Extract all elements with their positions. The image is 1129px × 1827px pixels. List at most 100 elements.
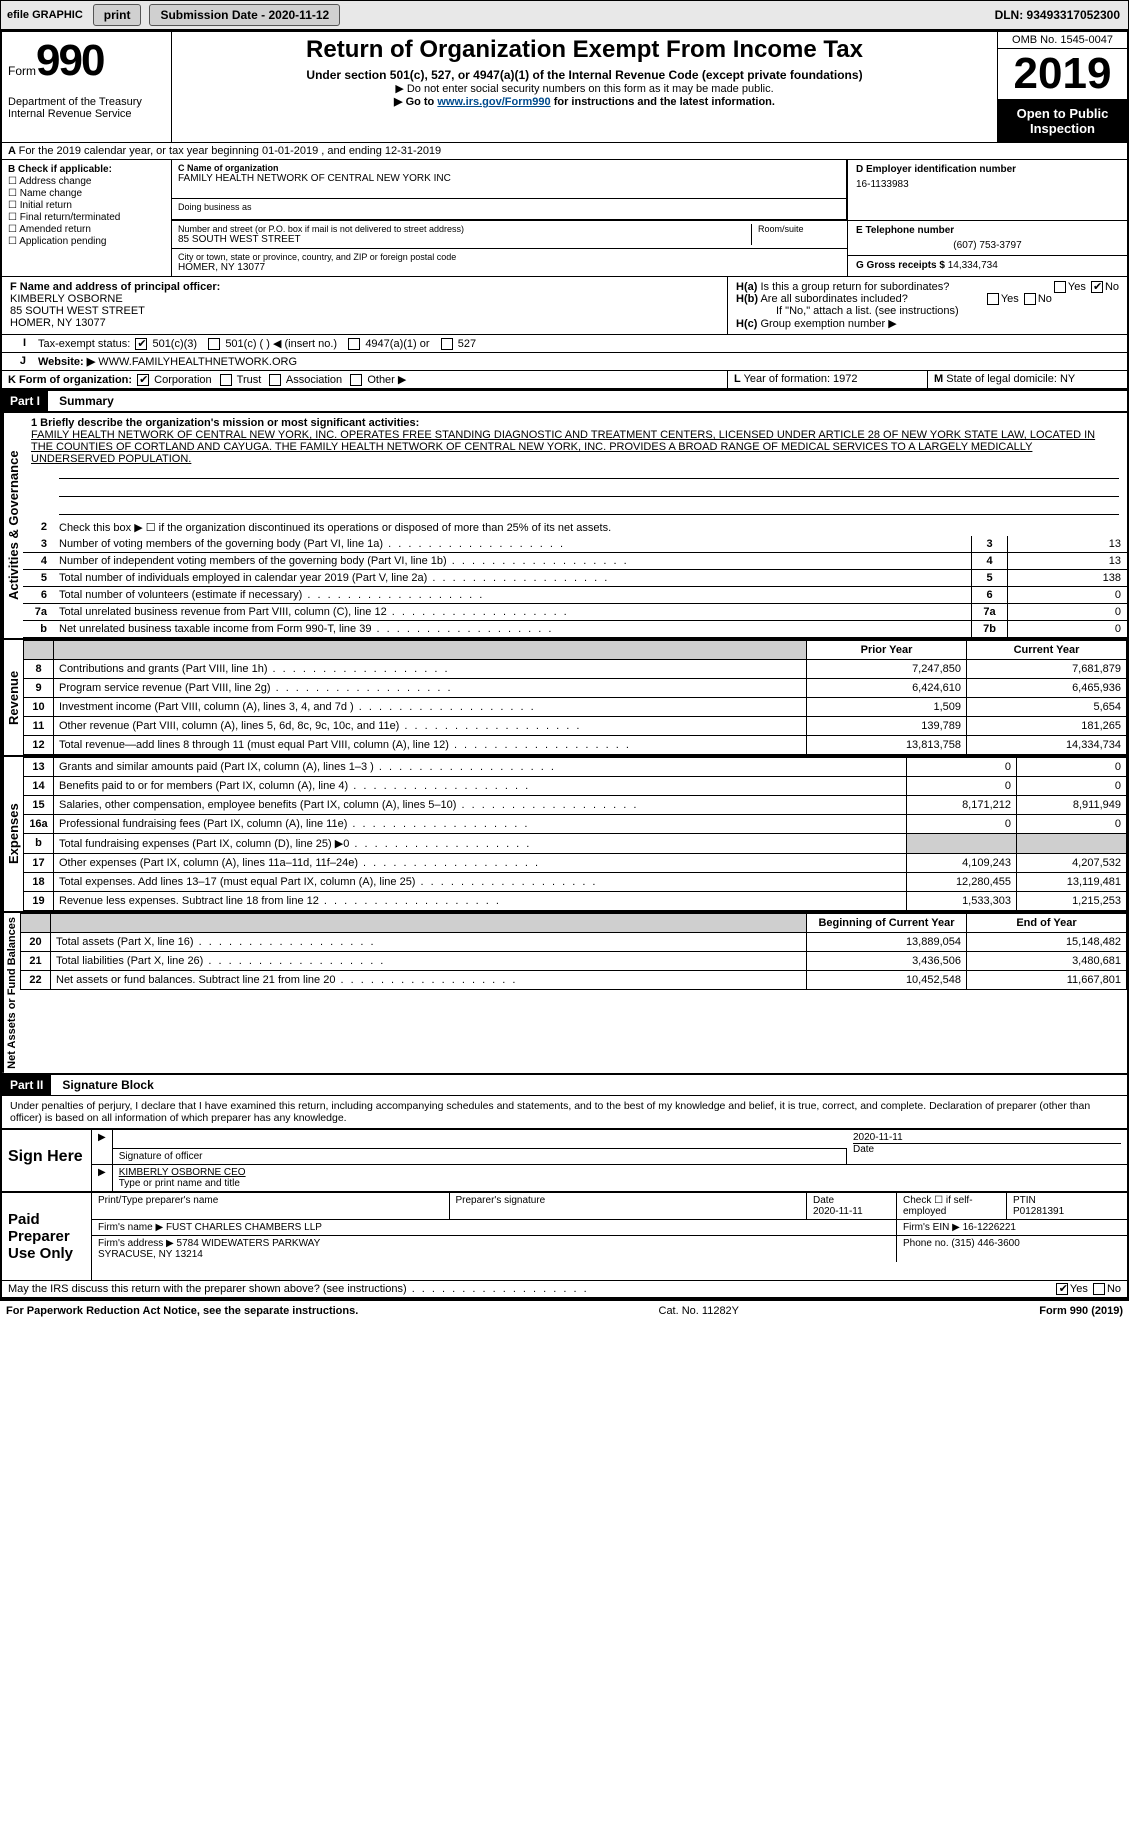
ptin-hdr: PTIN: [1013, 1195, 1121, 1206]
preparer-section: Paid Preparer Use Only Print/Type prepar…: [2, 1191, 1127, 1280]
opt-4947: 4947(a)(1) or: [365, 338, 429, 350]
firm-phone-lbl: Phone no.: [903, 1238, 949, 1249]
hb-yes[interactable]: [987, 293, 999, 305]
footer-left: For Paperwork Reduction Act Notice, see …: [6, 1305, 358, 1317]
ha-no[interactable]: [1091, 281, 1103, 293]
row-a: A For the 2019 calendar year, or tax yea…: [2, 143, 1127, 160]
ha-yes[interactable]: [1054, 281, 1066, 293]
vlabel-rev: Revenue: [2, 640, 23, 755]
revenue-table: Prior Year Current Year 8Contributions a…: [23, 640, 1127, 755]
header-right: OMB No. 1545-0047 2019 Open to Public In…: [997, 32, 1127, 142]
box-f: F Name and address of principal officer:…: [2, 277, 727, 334]
chk-assoc[interactable]: [269, 374, 281, 386]
part2-bar: Part II: [2, 1075, 51, 1095]
chk-address[interactable]: Address change: [8, 176, 165, 187]
footer-mid: Cat. No. 11282Y: [659, 1305, 740, 1317]
sign-here-label: Sign Here: [2, 1130, 92, 1191]
subtitle-2: Do not enter social security numbers on …: [178, 82, 991, 95]
street-addr: 85 SOUTH WEST STREET: [178, 234, 751, 245]
row-klm: K Form of organization: Corporation Trus…: [2, 371, 1127, 390]
vlabel-gov: Activities & Governance: [2, 413, 23, 638]
discuss-yes[interactable]: [1056, 1283, 1068, 1295]
efile-label: efile GRAPHIC: [1, 5, 89, 25]
chk-name[interactable]: Name change: [8, 188, 165, 199]
gov-row: 4Number of independent voting members of…: [23, 553, 1127, 570]
chk-trust[interactable]: [220, 374, 232, 386]
blank-line-2: [59, 483, 1119, 497]
section-net-assets: Net Assets or Fund Balances Beginning of…: [2, 911, 1127, 1073]
blank-line-3: [59, 501, 1119, 515]
opt-assoc: Association: [286, 374, 342, 386]
part1-title: Summary: [51, 391, 122, 411]
dept-label: Department of the Treasury Internal Reve…: [8, 96, 165, 120]
section-revenue: Revenue Prior Year Current Year 8Contrib…: [2, 638, 1127, 755]
mission-lbl: 1 Briefly describe the organization's mi…: [31, 417, 1119, 429]
date-lbl: Date: [853, 1143, 1121, 1155]
chk-other[interactable]: [350, 374, 362, 386]
chk-corp[interactable]: [137, 374, 149, 386]
chk-pending[interactable]: Application pending: [8, 236, 165, 247]
chk-final[interactable]: Final return/terminated: [8, 212, 165, 223]
part-ii-header: Part II Signature Block: [2, 1073, 1127, 1095]
table-row: 17Other expenses (Part IX, column (A), l…: [24, 854, 1127, 873]
row-a-text: For the 2019 calendar year, or tax year …: [19, 145, 442, 157]
print-button[interactable]: print: [93, 4, 142, 26]
j-lbl: Website: ▶: [38, 356, 95, 368]
table-row: 14Benefits paid to or for members (Part …: [24, 777, 1127, 796]
hc-text: Group exemption number ▶: [760, 318, 896, 330]
table-row: 15Salaries, other compensation, employee…: [24, 796, 1127, 815]
sign-arrow-2: ▶: [92, 1165, 113, 1191]
state-domicile: State of legal domicile: NY: [946, 373, 1075, 385]
chk-527[interactable]: [441, 338, 453, 350]
col-b: B Check if applicable: Address change Na…: [2, 160, 172, 276]
firm-ein-lbl: Firm's EIN ▶: [903, 1222, 960, 1233]
table-row: bTotal fundraising expenses (Part IX, co…: [24, 834, 1127, 854]
chk-initial[interactable]: Initial return: [8, 200, 165, 211]
table-row: 19Revenue less expenses. Subtract line 1…: [24, 892, 1127, 911]
prep-sig-hdr: Preparer's signature: [456, 1195, 801, 1206]
firm-phone: (315) 446-3600: [951, 1238, 1019, 1249]
prep-date-hdr: Date: [813, 1195, 890, 1206]
hb-no[interactable]: [1024, 293, 1036, 305]
table-row: 11Other revenue (Part VIII, column (A), …: [24, 717, 1127, 736]
irs-link[interactable]: www.irs.gov/Form990: [437, 96, 550, 108]
entity-grid: B Check if applicable: Address change Na…: [2, 160, 1127, 277]
prior-year-hdr: Prior Year: [807, 641, 967, 660]
tax-year: 2019: [998, 49, 1127, 100]
discuss-no[interactable]: [1093, 1283, 1105, 1295]
chk-501c[interactable]: [208, 338, 220, 350]
end-year-hdr: End of Year: [967, 914, 1127, 933]
ein-val: 16-1133983: [856, 179, 1119, 190]
part1-bar: Part I: [2, 391, 48, 411]
city-val: HOMER, NY 13077: [178, 262, 841, 273]
gov-row: 6Total number of volunteers (estimate if…: [23, 587, 1127, 604]
hb-text: Are all subordinates included?: [760, 293, 907, 305]
sign-arrow-1: ▶: [92, 1130, 113, 1164]
section-governance: Activities & Governance 1 Briefly descri…: [2, 411, 1127, 638]
part-i-header: Part I Summary: [2, 390, 1127, 411]
chk-4947[interactable]: [348, 338, 360, 350]
phone-lbl: E Telephone number: [856, 225, 1119, 236]
col-d-top: D Employer identification number 16-1133…: [847, 160, 1127, 220]
table-row: 9Program service revenue (Part VIII, lin…: [24, 679, 1127, 698]
website-val: WWW.FAMILYHEALTHNETWORK.ORG: [98, 356, 297, 368]
sub3-post: for instructions and the latest informat…: [551, 96, 775, 108]
chk-amended[interactable]: Amended return: [8, 224, 165, 235]
header-left: Form 990 Department of the Treasury Inte…: [2, 32, 172, 142]
officer-sig-name: KIMBERLY OSBORNE CEO: [119, 1167, 1121, 1178]
chk-501c3[interactable]: [135, 338, 147, 350]
omb-number: OMB No. 1545-0047: [998, 32, 1127, 49]
prep-date: 2020-11-11: [813, 1206, 890, 1217]
sig-lbl: Signature of officer: [119, 1151, 840, 1162]
net-table: Beginning of Current Year End of Year 20…: [20, 913, 1127, 990]
opt-corp: Corporation: [154, 374, 211, 386]
open-inspection: Open to Public Inspection: [998, 100, 1127, 142]
gov-row: 5Total number of individuals employed in…: [23, 570, 1127, 587]
beg-year-hdr: Beginning of Current Year: [807, 914, 967, 933]
submission-button[interactable]: Submission Date - 2020-11-12: [149, 4, 340, 26]
gov-row: 3Number of voting members of the governi…: [23, 536, 1127, 553]
prep-chk[interactable]: Check ☐ if self-employed: [903, 1195, 1000, 1217]
perjury-text: Under penalties of perjury, I declare th…: [2, 1095, 1127, 1128]
row-j: J Website: ▶ WWW.FAMILYHEALTHNETWORK.ORG: [2, 353, 1127, 371]
vlabel-exp: Expenses: [2, 757, 23, 911]
